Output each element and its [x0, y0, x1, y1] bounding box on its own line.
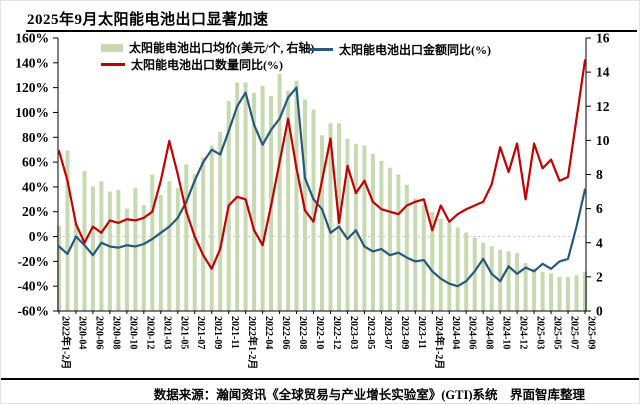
svg-text:6: 6 [596, 201, 603, 216]
svg-text:2024-04: 2024-04 [450, 316, 461, 349]
svg-text:2023-05: 2023-05 [365, 316, 376, 349]
value-yoy-line [57, 86, 587, 288]
svg-text:2023-09: 2023-09 [399, 316, 410, 349]
svg-text:2021-09: 2021-09 [212, 316, 223, 349]
svg-text:2025-05: 2025-05 [552, 316, 563, 349]
svg-text:2024-06: 2024-06 [467, 316, 478, 349]
svg-text:2024年1-2月: 2024年1-2月 [433, 316, 446, 369]
svg-text:160%: 160% [15, 31, 49, 46]
svg-text:-20%: -20% [18, 254, 50, 269]
svg-text:10: 10 [596, 133, 610, 148]
svg-text:2025-09: 2025-09 [586, 316, 597, 349]
svg-text:4: 4 [596, 235, 603, 250]
legend-item-value: 太阳能电池出口金额同比(%) [309, 41, 491, 58]
svg-text:40%: 40% [22, 179, 49, 194]
svg-text:14: 14 [596, 65, 610, 80]
svg-text:2024-08: 2024-08 [484, 316, 495, 349]
x-axis [58, 310, 586, 314]
y-axis-left [53, 37, 59, 312]
svg-text:2021-11: 2021-11 [229, 316, 240, 349]
svg-text:2020-12: 2020-12 [144, 316, 155, 349]
svg-text:2021-05: 2021-05 [178, 316, 189, 349]
svg-text:8: 8 [596, 167, 603, 182]
svg-text:20%: 20% [22, 204, 49, 219]
x-axis-labels: 2022年1-2月 2020-04 2020-06 2020-08 2020-10 202… [60, 316, 597, 369]
y-axis-left-labels: 160% 140% 120% 100% 80% 60% 40% 20% 0% -20% -40% -6… [15, 31, 49, 319]
svg-text:2025-03: 2025-03 [535, 316, 546, 349]
svg-text:2020-06: 2020-06 [93, 316, 104, 349]
svg-text:2022-10: 2022-10 [314, 316, 325, 349]
svg-text:2021-07: 2021-07 [195, 316, 206, 349]
svg-text:0%: 0% [29, 229, 49, 244]
svg-text:2022年1-2月: 2022年1-2月 [246, 316, 259, 369]
legend-item-qty: 太阳能电池出口数量同比(%) [101, 56, 283, 73]
svg-text:2024-12: 2024-12 [518, 316, 529, 349]
svg-text:2020-04: 2020-04 [77, 316, 88, 349]
svg-text:2022年1-2月: 2022年1-2月 [60, 316, 73, 369]
svg-text:2023-03: 2023-03 [348, 316, 359, 349]
qty-line-swatch-icon [101, 63, 125, 66]
svg-text:2020-08: 2020-08 [110, 316, 121, 349]
price-bars [57, 73, 587, 312]
svg-text:60%: 60% [22, 155, 49, 170]
svg-text:80%: 80% [22, 130, 49, 145]
legend-price-label: 太阳能电池出口均价(美元/个, 右轴) [129, 41, 315, 55]
svg-text:2022-08: 2022-08 [297, 316, 308, 349]
y-axis-right-labels: 16 14 12 10 8 6 4 2 0 [596, 31, 610, 319]
svg-text:-40%: -40% [18, 279, 50, 294]
svg-text:120%: 120% [15, 80, 49, 95]
svg-text:2020-10: 2020-10 [127, 316, 138, 349]
legend-value-label: 太阳能电池出口金额同比(%) [339, 43, 491, 57]
svg-text:140%: 140% [15, 55, 49, 70]
qty-yoy-line [57, 59, 587, 270]
chart-title: 2025年9月太阳能电池出口显著加速 [27, 12, 269, 28]
svg-text:16: 16 [596, 31, 610, 46]
svg-text:100%: 100% [15, 105, 49, 120]
value-line-swatch-icon [309, 48, 333, 51]
svg-text:2025-07: 2025-07 [569, 316, 580, 349]
svg-text:2: 2 [596, 269, 603, 284]
price-bar-swatch-icon [101, 43, 123, 52]
svg-text:2022-04: 2022-04 [263, 316, 274, 349]
legend-qty-label: 太阳能电池出口数量同比(%) [131, 58, 283, 72]
svg-text:0: 0 [596, 304, 603, 319]
legend-item-price: 太阳能电池出口均价(美元/个, 右轴) [101, 39, 314, 56]
svg-text:2022-06: 2022-06 [280, 316, 291, 349]
svg-text:2023-11: 2023-11 [416, 316, 427, 349]
svg-text:2024-10: 2024-10 [501, 316, 512, 349]
y-axis-right [585, 37, 591, 312]
svg-text:2022-12: 2022-12 [331, 316, 342, 349]
svg-text:-60%: -60% [18, 304, 50, 319]
data-source-note: 数据来源：瀚闻资讯《全球贸易与产业增长实验室》(GTI)系统 界面智库整理 [153, 388, 585, 402]
footer-rule [1, 378, 639, 380]
svg-text:12: 12 [596, 99, 610, 114]
title-underline [26, 30, 637, 32]
svg-text:2023-07: 2023-07 [382, 316, 393, 349]
svg-text:2021-03: 2021-03 [161, 316, 172, 349]
